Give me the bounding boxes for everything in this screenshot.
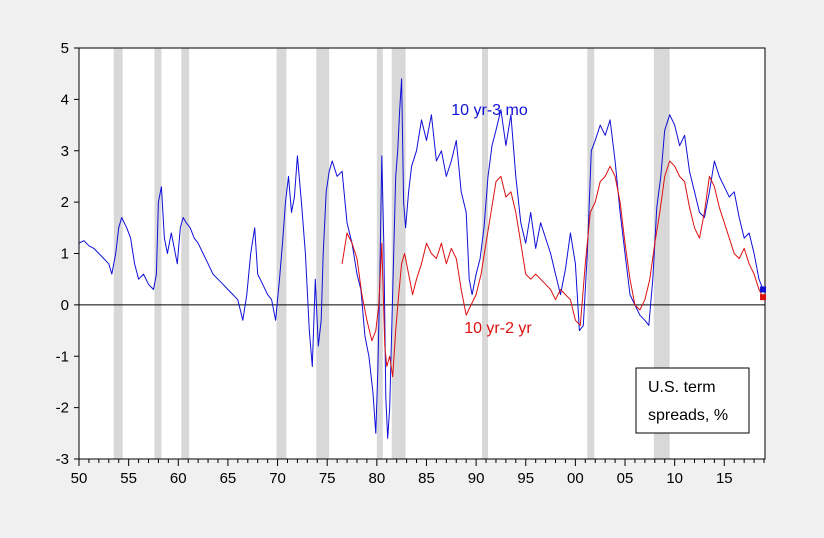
x-tick-label-4: 70 — [269, 470, 286, 487]
recession-band-9 — [653, 48, 670, 459]
x-tick-label-1: 55 — [120, 470, 137, 487]
x-tick-label-6: 80 — [368, 470, 385, 487]
x-tick-label-11: 05 — [617, 470, 634, 487]
y-tick-label-3: 0 — [61, 297, 69, 314]
recession-band-1 — [154, 48, 162, 459]
x-tick-label-2: 60 — [170, 470, 187, 487]
x-tick-label-5: 75 — [319, 470, 336, 487]
legend-line-1: U.S. term — [648, 379, 716, 396]
recession-band-0 — [113, 48, 123, 459]
y-axis: -3 -2 -1 0 1 2 3 4 5 — [56, 40, 79, 468]
x-tick-label-9: 95 — [517, 470, 534, 487]
series-line-10yr-3mo — [78, 78, 764, 439]
recession-band-6 — [391, 48, 406, 459]
series-label-10yr-3mo: 10 yr-3 mo — [451, 102, 528, 119]
x-tick-label-0: 50 — [71, 470, 88, 487]
y-tick-label-4: 1 — [61, 246, 69, 263]
y-tick-label-8: 5 — [61, 40, 69, 57]
x-tick-label-7: 85 — [418, 470, 435, 487]
series-end-marker-s2yr — [760, 294, 767, 301]
recession-band-7 — [482, 48, 489, 459]
series-line-10yr-2yr — [341, 160, 764, 378]
y-tick-label-5: 2 — [61, 194, 69, 211]
x-tick-label-10: 00 — [567, 470, 584, 487]
legend-box: U.S. term spreads, % — [635, 367, 750, 434]
x-tick-label-8: 90 — [468, 470, 485, 487]
recession-band-2 — [181, 48, 190, 459]
series-label-10yr-2yr: 10 yr-2 yr — [464, 320, 532, 337]
y-tick-label-6: 3 — [61, 143, 69, 160]
recession-band-8 — [587, 48, 595, 459]
legend-frame — [635, 367, 750, 434]
x-tick-label-3: 65 — [220, 470, 237, 487]
y-tick-label-1: -2 — [56, 400, 69, 417]
x-axis: 50 55 60 65 70 75 80 85 90 95 00 05 10 15 — [71, 459, 765, 487]
x-tick-label-13: 15 — [716, 470, 733, 487]
y-tick-label-0: -3 — [56, 451, 69, 468]
y-tick-label-2: -1 — [56, 348, 69, 365]
legend-line-2: spreads, % — [648, 407, 728, 424]
series-end-marker-s3mo — [760, 286, 767, 293]
x-tick-label-12: 10 — [666, 470, 683, 487]
y-tick-label-7: 4 — [61, 91, 69, 108]
